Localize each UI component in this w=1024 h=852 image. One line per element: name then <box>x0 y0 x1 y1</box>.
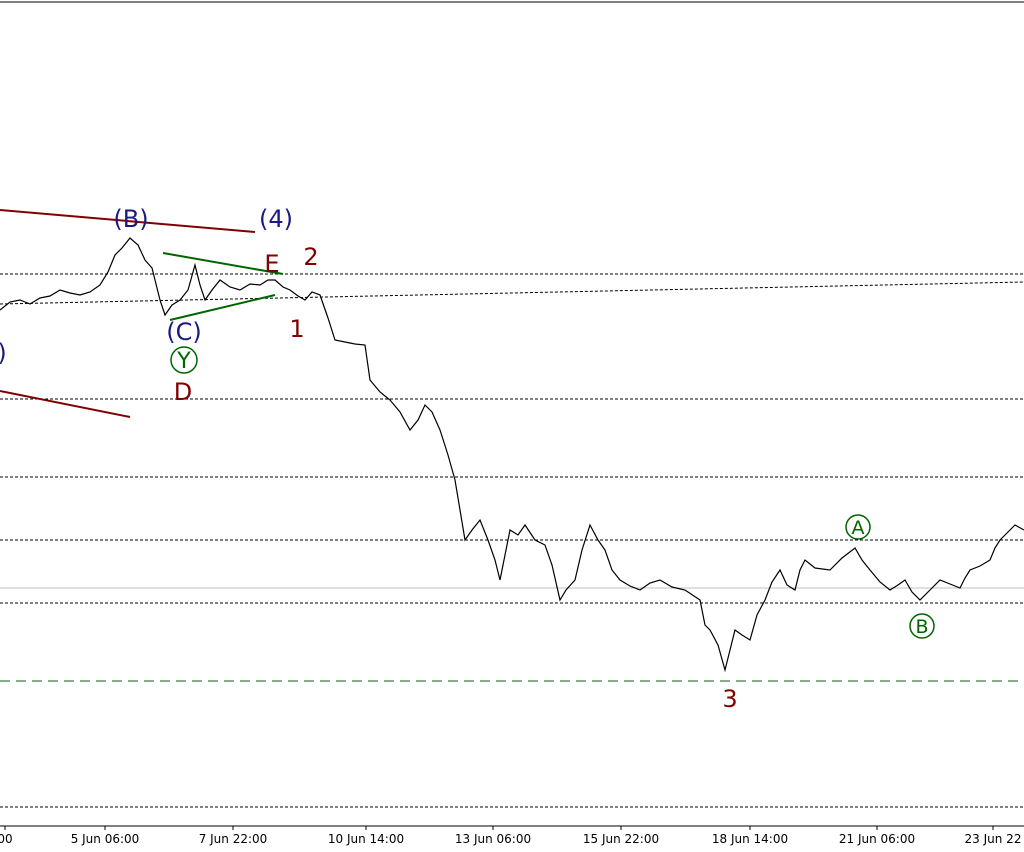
x-tick-label: 00 <box>0 832 13 846</box>
wave-label: ) <box>0 339 7 367</box>
wave-label: A <box>852 517 865 539</box>
x-tick-label: 10 Jun 14:00 <box>328 832 404 846</box>
channel-line <box>0 390 131 418</box>
wave-label: 2 <box>303 243 318 271</box>
wave-circle <box>909 613 935 639</box>
triangle-line <box>169 294 276 321</box>
x-tick-label: 13 Jun 06:00 <box>455 832 531 846</box>
x-tick-label: 15 Jun 22:00 <box>583 832 659 846</box>
wave-label: (4) <box>259 205 293 233</box>
wave-label: D <box>174 378 192 406</box>
x-tick-label: 7 Jun 22:00 <box>199 832 268 846</box>
wave-label: 3 <box>722 685 737 713</box>
wave-label: Y <box>176 349 191 374</box>
channel-line <box>0 209 256 233</box>
wave-label: (C) <box>166 318 201 346</box>
wave-label: 1 <box>289 315 304 343</box>
wave-circle <box>845 514 871 540</box>
x-tick-label: 23 Jun 22 <box>965 832 1022 846</box>
wave-label: (B) <box>113 205 148 233</box>
x-tick-label: 21 Jun 06:00 <box>839 832 915 846</box>
wave-circle <box>170 346 198 374</box>
wave-label: B <box>915 616 928 638</box>
x-tick-label: 18 Jun 14:00 <box>712 832 788 846</box>
trend-line <box>0 281 1024 305</box>
wave-labels: (B) (4) E 2 1 (C) Y D ) 3 A B <box>0 205 935 713</box>
wave-label: E <box>264 250 279 278</box>
x-axis: 00 5 Jun 06:00 7 Jun 22:00 10 Jun 14:00 13 J… <box>0 826 1021 846</box>
price-trace <box>0 237 1024 673</box>
triangle-line <box>162 252 284 275</box>
x-tick-label: 5 Jun 06:00 <box>71 832 140 846</box>
